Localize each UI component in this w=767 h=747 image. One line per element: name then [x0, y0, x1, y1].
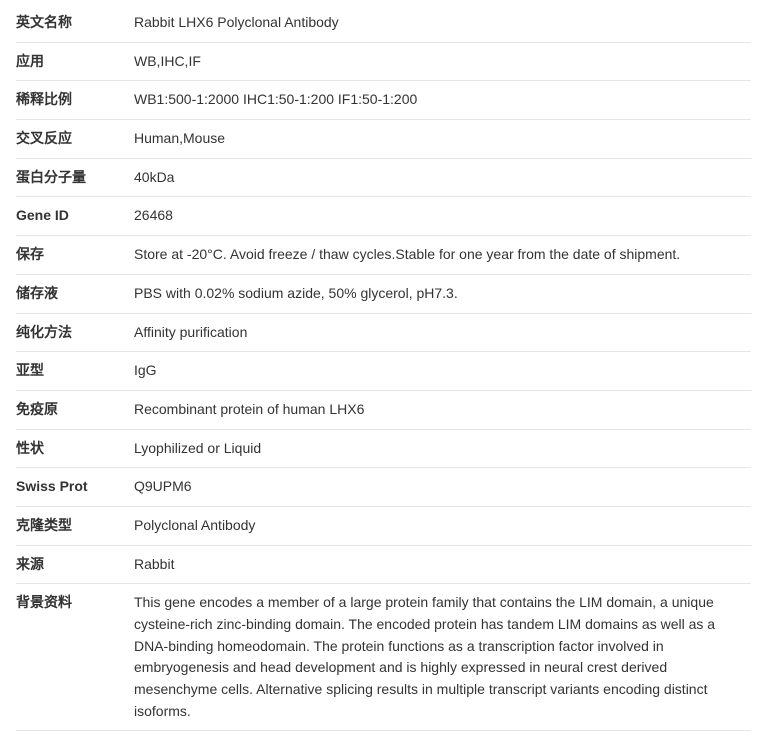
spec-value: Human,Mouse	[134, 128, 751, 150]
spec-label: 交叉反应	[16, 128, 134, 150]
spec-value: WB,IHC,IF	[134, 51, 751, 73]
table-row: 克隆类型Polyclonal Antibody	[16, 507, 751, 546]
table-row: 亚型IgG	[16, 352, 751, 391]
table-row: 保存Store at -20°C. Avoid freeze / thaw cy…	[16, 236, 751, 275]
spec-label: 背景资料	[16, 592, 134, 614]
spec-value: 26468	[134, 205, 751, 227]
spec-label: 克隆类型	[16, 515, 134, 537]
table-row: 蛋白分子量40kDa	[16, 159, 751, 198]
spec-label: 稀释比例	[16, 89, 134, 111]
spec-label: 性状	[16, 438, 134, 460]
spec-label: 保存	[16, 244, 134, 266]
table-row: 英文名称Rabbit LHX6 Polyclonal Antibody	[16, 4, 751, 43]
spec-label: 来源	[16, 554, 134, 576]
table-row: 储存液PBS with 0.02% sodium azide, 50% glyc…	[16, 275, 751, 314]
spec-label: Gene ID	[16, 205, 134, 227]
spec-label: 纯化方法	[16, 322, 134, 344]
spec-value: PBS with 0.02% sodium azide, 50% glycero…	[134, 283, 751, 305]
spec-value: WB1:500-1:2000 IHC1:50-1:200 IF1:50-1:20…	[134, 89, 751, 111]
spec-label: 储存液	[16, 283, 134, 305]
table-row: 性状Lyophilized or Liquid	[16, 430, 751, 469]
spec-label: Swiss Prot	[16, 476, 134, 498]
spec-value: Store at -20°C. Avoid freeze / thaw cycl…	[134, 244, 751, 266]
spec-value: This gene encodes a member of a large pr…	[134, 592, 751, 722]
table-row: 应用WB,IHC,IF	[16, 43, 751, 82]
table-row: 交叉反应Human,Mouse	[16, 120, 751, 159]
spec-value: Rabbit	[134, 554, 751, 576]
table-row: Gene ID26468	[16, 197, 751, 236]
spec-value: 40kDa	[134, 167, 751, 189]
spec-value: Lyophilized or Liquid	[134, 438, 751, 460]
table-row: 免疫原Recombinant protein of human LHX6	[16, 391, 751, 430]
table-row: 来源Rabbit	[16, 546, 751, 585]
table-row: Swiss ProtQ9UPM6	[16, 468, 751, 507]
spec-value: Polyclonal Antibody	[134, 515, 751, 537]
table-row: 稀释比例WB1:500-1:2000 IHC1:50-1:200 IF1:50-…	[16, 81, 751, 120]
spec-label: 应用	[16, 51, 134, 73]
spec-label: 英文名称	[16, 12, 134, 34]
spec-label: 亚型	[16, 360, 134, 382]
table-row: 纯化方法Affinity purification	[16, 314, 751, 353]
spec-label: 蛋白分子量	[16, 167, 134, 189]
spec-value: Affinity purification	[134, 322, 751, 344]
spec-table: 英文名称Rabbit LHX6 Polyclonal Antibody应用WB,…	[16, 4, 751, 731]
spec-value: Recombinant protein of human LHX6	[134, 399, 751, 421]
spec-label: 免疫原	[16, 399, 134, 421]
spec-value: Q9UPM6	[134, 476, 751, 498]
spec-value: IgG	[134, 360, 751, 382]
spec-value: Rabbit LHX6 Polyclonal Antibody	[134, 12, 751, 34]
